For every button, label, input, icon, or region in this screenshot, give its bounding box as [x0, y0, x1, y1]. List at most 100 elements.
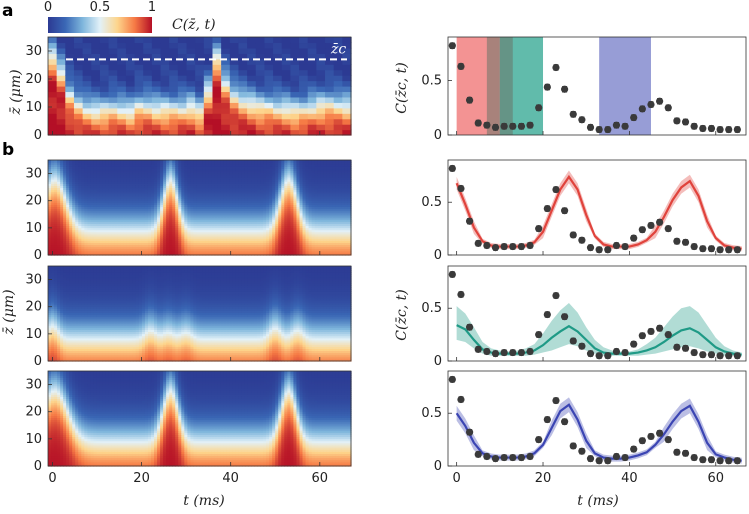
heatmap-cell [125, 113, 136, 120]
heatmap-cell [187, 198, 192, 201]
heatmap-cell [135, 187, 140, 191]
heatmap-cell [141, 193, 146, 197]
heatmap-cell [202, 221, 207, 224]
heatmap-cell [260, 231, 264, 235]
heatmap-cell [90, 179, 95, 182]
heatmap-cell [217, 162, 222, 165]
heatmap-cell [281, 248, 285, 252]
heatmap-cell [307, 58, 317, 65]
heatmap-cell [196, 200, 201, 203]
heatmap-cell [175, 238, 179, 241]
heatmap-cell [199, 198, 204, 201]
heatmap-cell [342, 53, 352, 60]
heatmap-cell [260, 223, 264, 227]
heatmap-cell [190, 176, 195, 180]
heatmap-cell [151, 189, 155, 193]
heatmap-cell [220, 231, 225, 235]
heatmap-cell [63, 236, 67, 239]
heatmap-cell [284, 229, 288, 233]
heatmap-cell [232, 252, 237, 256]
heatmap-cell [199, 202, 204, 205]
heatmap-cell [332, 174, 337, 178]
heatmap-cell [114, 202, 119, 205]
heatmap-cell [302, 172, 307, 176]
heatmap-cell [229, 176, 234, 180]
heatmap-cell [335, 170, 340, 174]
heatmap-cell [125, 91, 136, 98]
heatmap-cell [293, 252, 298, 256]
heatmap-cell [66, 246, 70, 250]
heatmap-cell [72, 223, 76, 227]
heatmap-cell [273, 64, 283, 71]
heatmap-cell [272, 208, 276, 212]
heatmap-cell [244, 195, 249, 199]
heatmap-cell [108, 96, 118, 103]
heatmap-cell [281, 102, 291, 109]
heatmap-cell [217, 204, 222, 208]
heatmap-cell [120, 176, 125, 180]
heatmap-cell [169, 164, 173, 167]
heatmap-cell [154, 189, 158, 193]
heatmap-cell [163, 250, 167, 254]
heatmap-cell [290, 102, 300, 109]
heatmap-cell [111, 189, 116, 193]
heatmap-cell [281, 64, 291, 71]
heatmap-cell [196, 252, 201, 256]
heatmap-cell [99, 208, 104, 212]
heatmap-cell [235, 231, 240, 235]
heatmap-cell [235, 181, 240, 184]
heatmap-cell [311, 174, 316, 178]
heatmap-cell [333, 64, 343, 71]
heatmap-cell [132, 248, 137, 252]
heatmap-cell [132, 225, 137, 229]
heatmap-cell [232, 176, 237, 180]
heatmap-cell [63, 166, 67, 170]
heatmap-cell [151, 164, 155, 167]
heatmap-cell [232, 187, 237, 191]
heatmap-cell [160, 181, 164, 184]
heatmap-cell [126, 217, 131, 220]
heatmap-cell [129, 210, 134, 214]
heatmap-cell [284, 217, 288, 220]
heatmap-cell [244, 204, 249, 208]
heatmap-cell [105, 244, 110, 248]
heatmap-cell [132, 200, 137, 203]
heatmap-cell [48, 96, 58, 103]
heatmap-cell [199, 240, 204, 243]
heatmap-cell [123, 229, 128, 233]
heatmap-cell [203, 47, 214, 54]
heatmap-cell [335, 214, 340, 218]
heatmap-cell [223, 200, 228, 203]
heatmap-cell [202, 206, 207, 210]
heatmap-cell [169, 172, 173, 176]
heatmap-cell [281, 168, 285, 172]
heatmap-cell [316, 75, 326, 82]
heatmap-cell [272, 170, 276, 174]
heatmap-cell [141, 170, 146, 174]
heatmap-cell [314, 195, 319, 199]
heatmap-cell [117, 204, 122, 208]
heatmap-cell [102, 204, 107, 208]
heatmap-cell [316, 102, 326, 109]
heatmap-cell [302, 248, 307, 252]
heatmap-cell [238, 187, 243, 191]
heatmap-cell [75, 168, 79, 172]
heatmap-cell [78, 179, 82, 182]
heatmap-cell [251, 210, 255, 214]
heatmap-cell [114, 217, 119, 220]
heatmap-cell [211, 200, 216, 203]
heatmap-cell [151, 193, 155, 197]
heatmap-cell [54, 236, 58, 239]
heatmap-cell [138, 174, 143, 178]
heatmap-cell [99, 124, 110, 131]
heatmap-cell [196, 176, 201, 180]
heatmap-cell [63, 160, 67, 163]
heatmap-cell [290, 231, 295, 235]
heatmap-cell [96, 223, 101, 227]
heatmap-cell [333, 37, 343, 44]
heatmap-cell [299, 166, 304, 170]
heatmap-cell [302, 233, 307, 237]
heatmap-cell [90, 183, 95, 186]
heatmap-cell [307, 96, 317, 103]
heatmap-cell [326, 212, 331, 216]
